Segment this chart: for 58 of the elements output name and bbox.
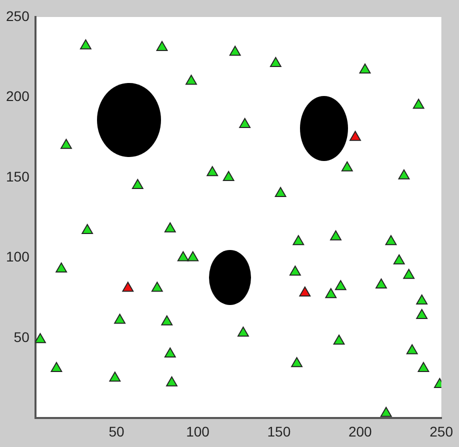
point xyxy=(333,334,345,345)
y-tick-label: 100 xyxy=(6,248,30,265)
point xyxy=(122,282,134,292)
point xyxy=(60,138,72,149)
point xyxy=(164,222,176,232)
point xyxy=(239,118,251,128)
x-tick-label: 50 xyxy=(108,423,125,440)
point xyxy=(156,40,168,51)
point xyxy=(229,46,241,56)
point xyxy=(292,235,304,246)
point xyxy=(416,308,428,319)
point xyxy=(80,39,92,50)
point xyxy=(187,251,199,262)
point xyxy=(299,286,311,297)
point xyxy=(350,130,361,141)
point xyxy=(380,406,392,417)
point xyxy=(334,280,346,290)
point xyxy=(186,74,197,85)
point xyxy=(270,57,282,68)
point xyxy=(341,161,353,172)
y-tick-label: 250 xyxy=(6,8,30,24)
point xyxy=(222,170,234,181)
point xyxy=(114,314,126,324)
point xyxy=(82,224,94,234)
point xyxy=(416,294,428,305)
point xyxy=(35,333,46,344)
x-tick-label: 150 xyxy=(267,423,291,440)
y-tick-label: 200 xyxy=(6,88,30,104)
y-tick-label: 50 xyxy=(14,328,30,345)
point xyxy=(166,376,178,386)
point xyxy=(330,230,342,240)
point xyxy=(109,372,121,382)
point xyxy=(164,348,176,358)
point xyxy=(412,98,424,109)
point xyxy=(56,262,68,272)
point xyxy=(406,344,418,354)
point xyxy=(325,288,337,298)
point xyxy=(132,179,144,190)
point xyxy=(291,357,302,368)
point xyxy=(403,268,415,279)
point xyxy=(151,282,163,292)
x-tick-label: 250 xyxy=(430,423,454,440)
point xyxy=(238,326,249,337)
point xyxy=(376,278,387,288)
x-tick-label: 200 xyxy=(348,423,372,440)
point xyxy=(50,362,62,372)
point xyxy=(206,166,218,176)
point xyxy=(274,187,286,198)
point xyxy=(161,315,173,326)
point xyxy=(393,254,405,264)
point xyxy=(177,251,189,262)
point xyxy=(385,235,397,246)
point xyxy=(418,362,430,372)
x-tick-label: 100 xyxy=(186,423,210,440)
y-tick-label: 150 xyxy=(6,168,30,184)
point xyxy=(289,266,301,276)
point xyxy=(359,63,371,74)
point xyxy=(398,169,410,180)
